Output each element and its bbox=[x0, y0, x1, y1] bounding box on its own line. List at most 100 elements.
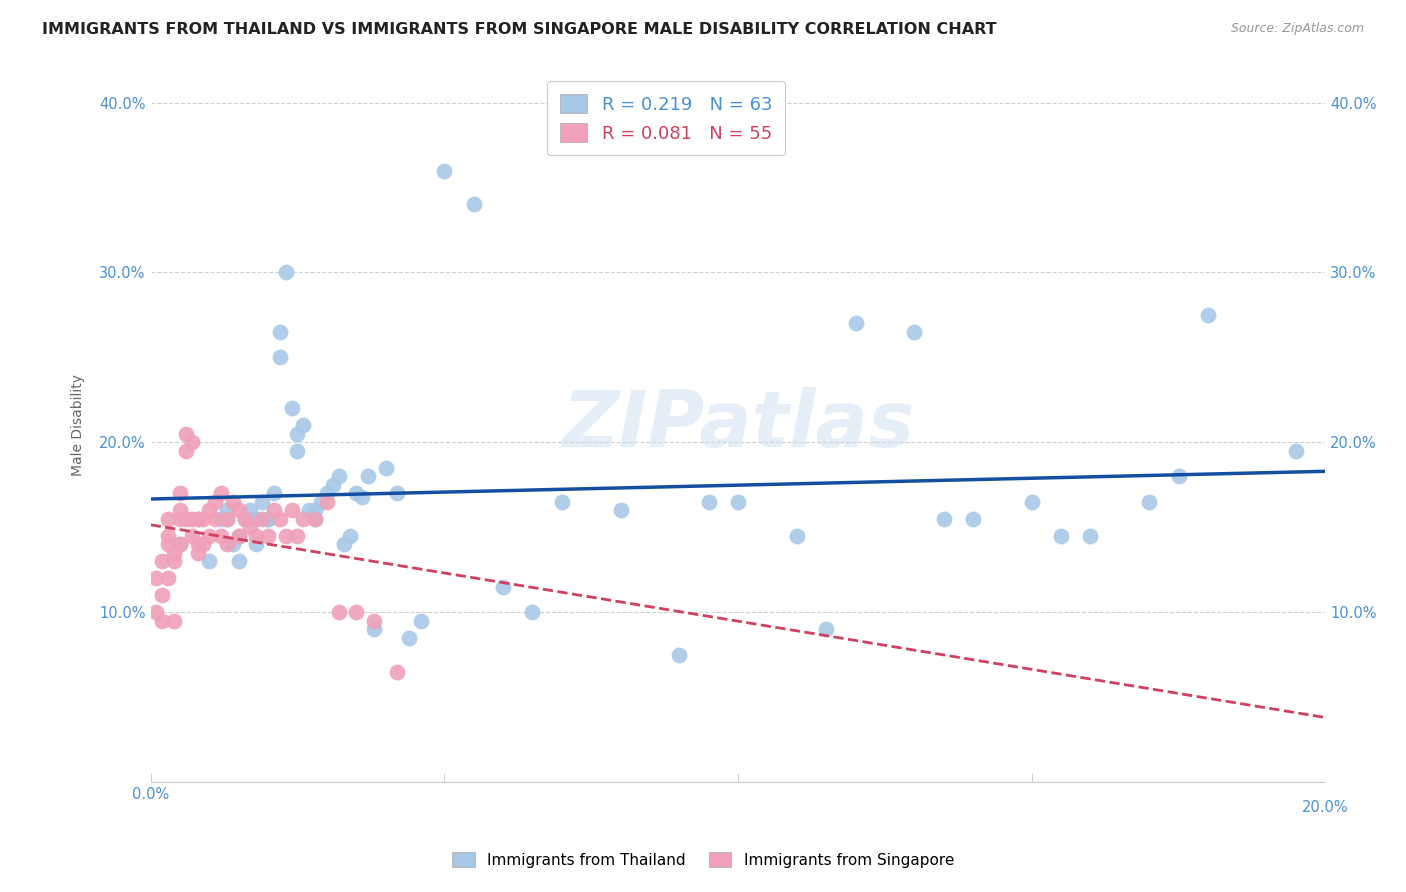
Point bbox=[1197, 308, 1219, 322]
Point bbox=[374, 461, 396, 475]
Point bbox=[157, 571, 180, 585]
Point bbox=[145, 606, 167, 620]
Point bbox=[169, 537, 191, 551]
Point bbox=[187, 537, 209, 551]
Point bbox=[204, 495, 226, 509]
Point bbox=[339, 529, 361, 543]
Point bbox=[215, 503, 238, 517]
Point bbox=[492, 580, 515, 594]
Point bbox=[409, 614, 432, 628]
Point bbox=[198, 529, 221, 543]
Point bbox=[328, 469, 350, 483]
Point bbox=[263, 503, 285, 517]
Point bbox=[932, 512, 955, 526]
Point bbox=[844, 317, 866, 331]
Point bbox=[463, 197, 485, 211]
Point bbox=[252, 512, 274, 526]
Point bbox=[245, 529, 267, 543]
Point bbox=[157, 529, 180, 543]
Point bbox=[609, 503, 631, 517]
Point bbox=[204, 512, 226, 526]
Point bbox=[1021, 495, 1043, 509]
Point bbox=[344, 486, 367, 500]
Point bbox=[169, 486, 191, 500]
Point bbox=[239, 503, 262, 517]
Point bbox=[228, 503, 250, 517]
Point bbox=[257, 512, 280, 526]
Point bbox=[228, 554, 250, 568]
Point bbox=[228, 529, 250, 543]
Point bbox=[209, 512, 232, 526]
Point bbox=[274, 265, 297, 279]
Point bbox=[1050, 529, 1073, 543]
Point bbox=[187, 512, 209, 526]
Point bbox=[344, 606, 367, 620]
Point bbox=[363, 623, 385, 637]
Text: 20.0%: 20.0% bbox=[1302, 800, 1348, 815]
Point bbox=[174, 444, 197, 458]
Point bbox=[163, 546, 186, 560]
Point bbox=[150, 554, 173, 568]
Point bbox=[239, 520, 262, 534]
Point bbox=[315, 495, 337, 509]
Point bbox=[257, 529, 280, 543]
Point bbox=[215, 512, 238, 526]
Point bbox=[215, 537, 238, 551]
Legend: R = 0.219   N = 63, R = 0.081   N = 55: R = 0.219 N = 63, R = 0.081 N = 55 bbox=[547, 81, 785, 155]
Point bbox=[163, 554, 186, 568]
Point bbox=[150, 589, 173, 603]
Point bbox=[163, 614, 186, 628]
Point bbox=[1285, 444, 1308, 458]
Text: ZIPatlas: ZIPatlas bbox=[562, 387, 914, 464]
Point bbox=[903, 325, 925, 339]
Point bbox=[222, 495, 245, 509]
Point bbox=[322, 478, 344, 492]
Point bbox=[274, 529, 297, 543]
Point bbox=[309, 495, 332, 509]
Point bbox=[387, 665, 409, 679]
Point bbox=[169, 503, 191, 517]
Point bbox=[187, 546, 209, 560]
Point bbox=[193, 537, 215, 551]
Point bbox=[145, 571, 167, 585]
Point bbox=[157, 537, 180, 551]
Point bbox=[292, 512, 315, 526]
Point bbox=[298, 503, 321, 517]
Point bbox=[280, 503, 302, 517]
Point bbox=[157, 512, 180, 526]
Point bbox=[727, 495, 749, 509]
Text: Source: ZipAtlas.com: Source: ZipAtlas.com bbox=[1230, 22, 1364, 36]
Point bbox=[304, 512, 326, 526]
Point bbox=[174, 426, 197, 441]
Point bbox=[786, 529, 808, 543]
Point bbox=[169, 512, 191, 526]
Point bbox=[522, 606, 544, 620]
Point bbox=[257, 512, 280, 526]
Point bbox=[245, 537, 267, 551]
Point bbox=[1137, 495, 1160, 509]
Point bbox=[222, 537, 245, 551]
Point bbox=[263, 486, 285, 500]
Point bbox=[233, 512, 256, 526]
Point bbox=[198, 503, 221, 517]
Point bbox=[209, 486, 232, 500]
Point bbox=[433, 163, 456, 178]
Point bbox=[287, 529, 309, 543]
Point bbox=[169, 537, 191, 551]
Point bbox=[209, 529, 232, 543]
Point bbox=[287, 426, 309, 441]
Point bbox=[233, 512, 256, 526]
Point bbox=[398, 631, 420, 645]
Point bbox=[193, 512, 215, 526]
Point bbox=[1167, 469, 1189, 483]
Point bbox=[328, 606, 350, 620]
Point bbox=[352, 490, 374, 504]
Point bbox=[174, 512, 197, 526]
Point bbox=[252, 495, 274, 509]
Point bbox=[292, 418, 315, 433]
Point bbox=[387, 486, 409, 500]
Legend: Immigrants from Thailand, Immigrants from Singapore: Immigrants from Thailand, Immigrants fro… bbox=[446, 846, 960, 873]
Point bbox=[269, 351, 291, 365]
Point bbox=[180, 529, 202, 543]
Point bbox=[215, 512, 238, 526]
